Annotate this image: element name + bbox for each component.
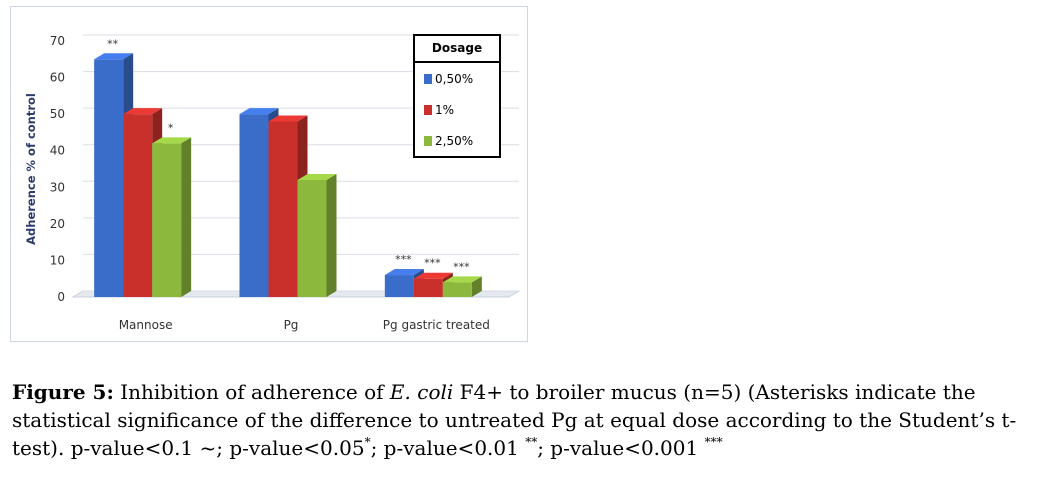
bar-top xyxy=(268,115,308,122)
legend-entry: 2,50% xyxy=(435,134,473,148)
bar xyxy=(413,278,443,297)
figure-caption: Figure 5: Inhibition of adherence of E. … xyxy=(12,378,1022,462)
y-tick-label: 10 xyxy=(50,253,65,267)
legend-entry: 1% xyxy=(435,103,454,117)
bar-top xyxy=(239,108,279,115)
caption-text-post: F4+ to broiler mucus (n=5) (Asterisks in… xyxy=(12,380,1017,460)
bar xyxy=(239,114,269,298)
bar-top xyxy=(152,137,192,144)
y-tick-label: 70 xyxy=(50,34,65,48)
significance-label: * xyxy=(168,121,174,134)
caption-text-mid-2: ; p-value<0.001 xyxy=(537,436,699,460)
x-category-label: Pg xyxy=(284,318,299,332)
y-tick-label: 30 xyxy=(50,180,65,194)
caption-label: Figure 5: xyxy=(12,380,114,404)
legend-swatch xyxy=(424,136,432,146)
y-tick-label: 40 xyxy=(50,144,65,158)
significance-label: *** xyxy=(395,253,412,266)
caption-sig-1: * xyxy=(364,435,371,449)
bar-top xyxy=(94,53,134,60)
bar-top xyxy=(123,108,163,115)
bar-side xyxy=(326,173,337,297)
bar-top xyxy=(442,276,482,283)
bar xyxy=(152,143,182,297)
legend-swatch xyxy=(424,105,432,115)
bar-top xyxy=(413,272,453,279)
y-tick-label: 20 xyxy=(50,217,65,231)
bar xyxy=(297,179,327,297)
significance-label: *** xyxy=(424,257,441,270)
bar xyxy=(268,121,298,297)
caption-sig-3: *** xyxy=(704,435,723,449)
y-axis-label: Adherence % of control xyxy=(24,93,38,245)
y-tick-label: 50 xyxy=(50,107,65,121)
legend-title: Dosage xyxy=(432,41,482,55)
legend-swatch xyxy=(424,74,432,84)
caption-species: E. coli xyxy=(389,380,454,404)
bar-top xyxy=(297,173,337,180)
bar-side xyxy=(471,276,482,297)
legend-entry: 0,50% xyxy=(435,72,473,86)
bar-chart: 0 10 20 30 40 50 60 70 Adherence % of control Man… xyxy=(24,34,521,332)
significance-label: *** xyxy=(453,260,470,273)
x-category-label: Pg gastric treated xyxy=(383,318,490,332)
significance-label: ** xyxy=(107,37,119,50)
caption-text-mid-1: ; p-value<0.01 xyxy=(370,436,519,460)
bar xyxy=(442,282,472,297)
x-category-label: Mannose xyxy=(119,318,173,332)
caption-text-pre: Inhibition of adherence of xyxy=(120,380,384,404)
caption-sig-2: ** xyxy=(525,435,538,449)
bar xyxy=(94,59,124,298)
bar-side xyxy=(181,137,192,297)
y-tick-label: 60 xyxy=(50,71,65,85)
bar xyxy=(123,114,153,298)
bar xyxy=(384,275,414,297)
y-tick-label: 0 xyxy=(57,290,65,304)
bar-top xyxy=(384,269,424,276)
chart-frame: 0 10 20 30 40 50 60 70 Adherence % of control Man… xyxy=(10,6,528,342)
